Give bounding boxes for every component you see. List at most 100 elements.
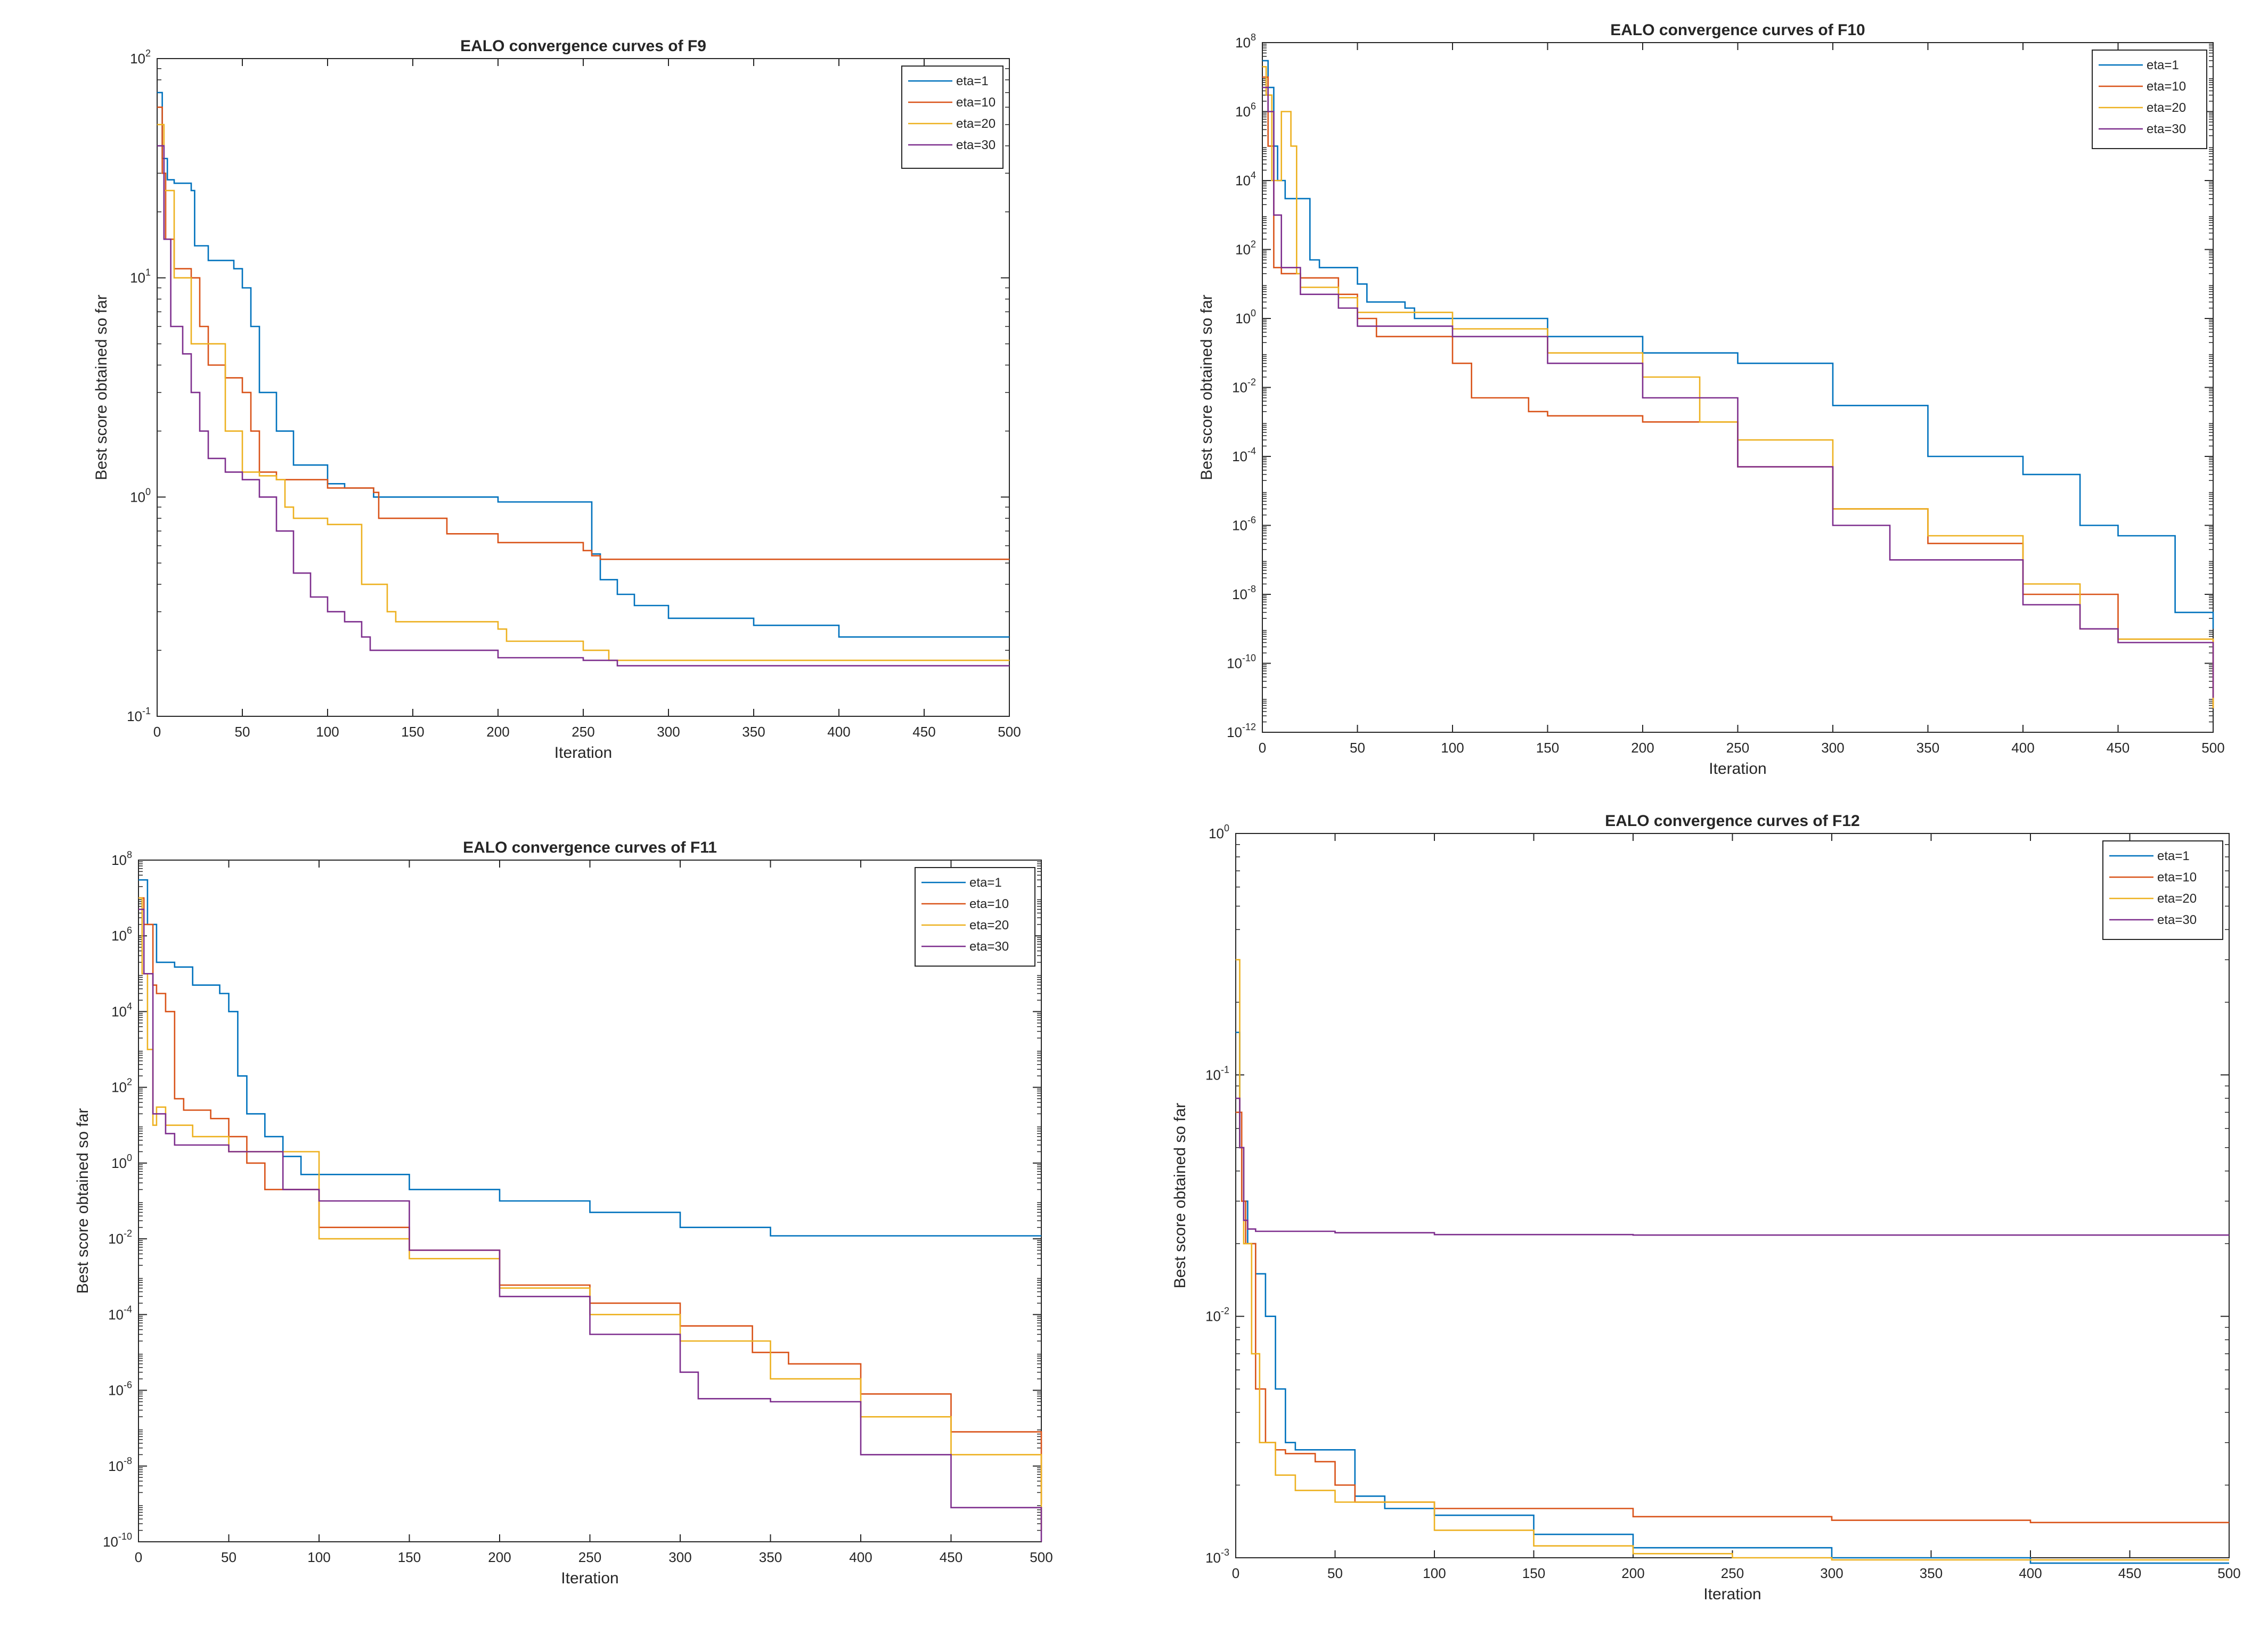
legend: eta=1 eta=10 eta=20 eta=30 [2102,840,2223,940]
x-axis-label: Iteration [1709,760,1766,778]
x-tick-label: 500 [2201,740,2224,756]
legend-label: eta=20 [2147,101,2186,115]
x-tick-label: 300 [1821,740,1844,756]
y-tick-label: 104 [111,1001,132,1019]
legend-label: eta=20 [969,918,1009,933]
x-tick-label: 200 [486,724,509,740]
x-tick-label: 250 [572,724,594,740]
series-line-4 [1262,86,2214,698]
x-tick-label: 50 [235,724,250,740]
y-tick-label: 102 [111,1077,132,1095]
legend-label: eta=10 [2147,79,2186,94]
y-tick-label: 102 [130,48,151,67]
y-tick-label: 108 [1235,32,1256,51]
x-tick-label: 350 [1920,1565,1943,1581]
y-axis-label: Best score obtained so far [74,1108,92,1294]
x-tick-label: 450 [2107,740,2130,756]
y-tick-label: 10-2 [1232,377,1256,396]
x-tick-label: 300 [657,724,680,740]
x-tick-label: 150 [1536,740,1559,756]
x-tick-label: 400 [2019,1565,2042,1581]
y-tick-label: 10-8 [108,1456,132,1474]
x-axis-label: Iteration [561,1569,618,1587]
y-tick-label: 10-6 [108,1380,132,1399]
legend-label: eta=20 [956,117,996,131]
legend-label: eta=20 [2157,892,2197,906]
series-line-4 [138,909,1042,1542]
chart-2: 0 50 100 150 200 250 300 350 400 450 500 10-12 10-10… [1198,21,2225,778]
x-tick-label: 50 [1327,1565,1343,1581]
x-tick-label: 100 [1423,1565,1446,1581]
x-tick-label: 200 [1631,740,1654,756]
series-line-2 [138,897,1042,1504]
y-tick-label: 10-12 [1227,722,1256,740]
x-axis-label: Iteration [554,744,612,762]
x-axis-label: Iteration [1703,1585,1761,1603]
x-tick-label: 300 [1820,1565,1843,1581]
y-tick-label: 10-4 [108,1304,132,1322]
y-tick-label: 104 [1235,170,1256,189]
legend-label: eta=10 [969,897,1009,911]
y-tick-label: 10-10 [1227,653,1256,672]
chart-title: EALO convergence curves of F11 [463,839,717,856]
chart-title: EALO convergence curves of F10 [1610,21,1865,39]
x-tick-label: 100 [316,724,339,740]
x-tick-label: 100 [307,1549,330,1565]
y-axis-label: Best score obtained so far [1171,1103,1189,1289]
legend-label: eta=1 [2147,58,2179,72]
legend-label: eta=30 [2157,913,2197,927]
legend-box [915,867,1035,967]
x-tick-label: 0 [153,724,161,740]
series-line-1 [1262,60,2214,629]
y-tick-label: 101 [130,267,151,286]
legend-box [901,66,1004,169]
chart-title: EALO convergence curves of F9 [460,37,706,55]
chart-title: EALO convergence curves of F12 [1605,812,1860,830]
x-tick-label: 350 [1916,740,1939,756]
y-tick-label: 10-6 [1232,515,1256,534]
plot-area [157,58,1010,717]
y-tick-label: 100 [111,1152,132,1171]
legend-label: eta=1 [956,74,989,88]
x-tick-label: 400 [849,1549,872,1565]
x-tick-label: 0 [1259,740,1266,756]
x-tick-label: 50 [221,1549,236,1565]
chart-4: 0 50 100 150 200 250 300 350 400 450 500 10-3 10-2 10… [1171,812,2241,1603]
y-axis-label: Best score obtained so far [1198,295,1215,480]
x-tick-label: 450 [912,724,935,740]
x-tick-label: 50 [1350,740,1365,756]
y-tick-label: 10-8 [1232,584,1256,602]
x-tick-label: 500 [2217,1565,2240,1581]
x-tick-label: 0 [135,1549,142,1565]
legend: eta=1 eta=10 eta=20 eta=30 [901,66,1004,169]
series-line-1 [138,879,1041,1237]
x-tick-label: 200 [488,1549,511,1565]
series-line-4 [157,145,1009,667]
legend-box [2102,840,2223,940]
legend-label: eta=30 [2147,122,2186,136]
legend-label: eta=10 [956,95,996,110]
x-tick-label: 400 [827,724,850,740]
chart-1: 0 50 100 150 200 250 300 350 400 450 500 10-1 100 101… [93,37,1021,762]
chart-3: 0 50 100 150 200 250 300 350 400 450 500 10-10 10-8 1… [74,839,1053,1587]
y-tick-label: 10-4 [1232,446,1256,464]
x-tick-label: 250 [578,1549,601,1565]
y-tick-label: 10-2 [108,1228,132,1247]
x-tick-label: 400 [2011,740,2034,756]
legend-label: eta=30 [956,138,996,152]
y-tick-label: 102 [1235,239,1256,258]
y-tick-label: 10-10 [103,1531,132,1550]
y-tick-label: 100 [1209,823,1229,841]
plot-area [1235,833,2230,1558]
series-line-4 [1236,1098,2229,1236]
series-line-2 [1262,76,2214,708]
series-line-3 [157,124,1009,661]
plot-area [1262,42,2214,733]
legend-label: eta=1 [969,876,1002,890]
y-tick-label: 100 [1235,308,1256,326]
y-tick-label: 108 [111,849,132,868]
x-tick-label: 300 [668,1549,691,1565]
legend-box [2092,50,2207,149]
x-tick-label: 200 [1621,1565,1644,1581]
